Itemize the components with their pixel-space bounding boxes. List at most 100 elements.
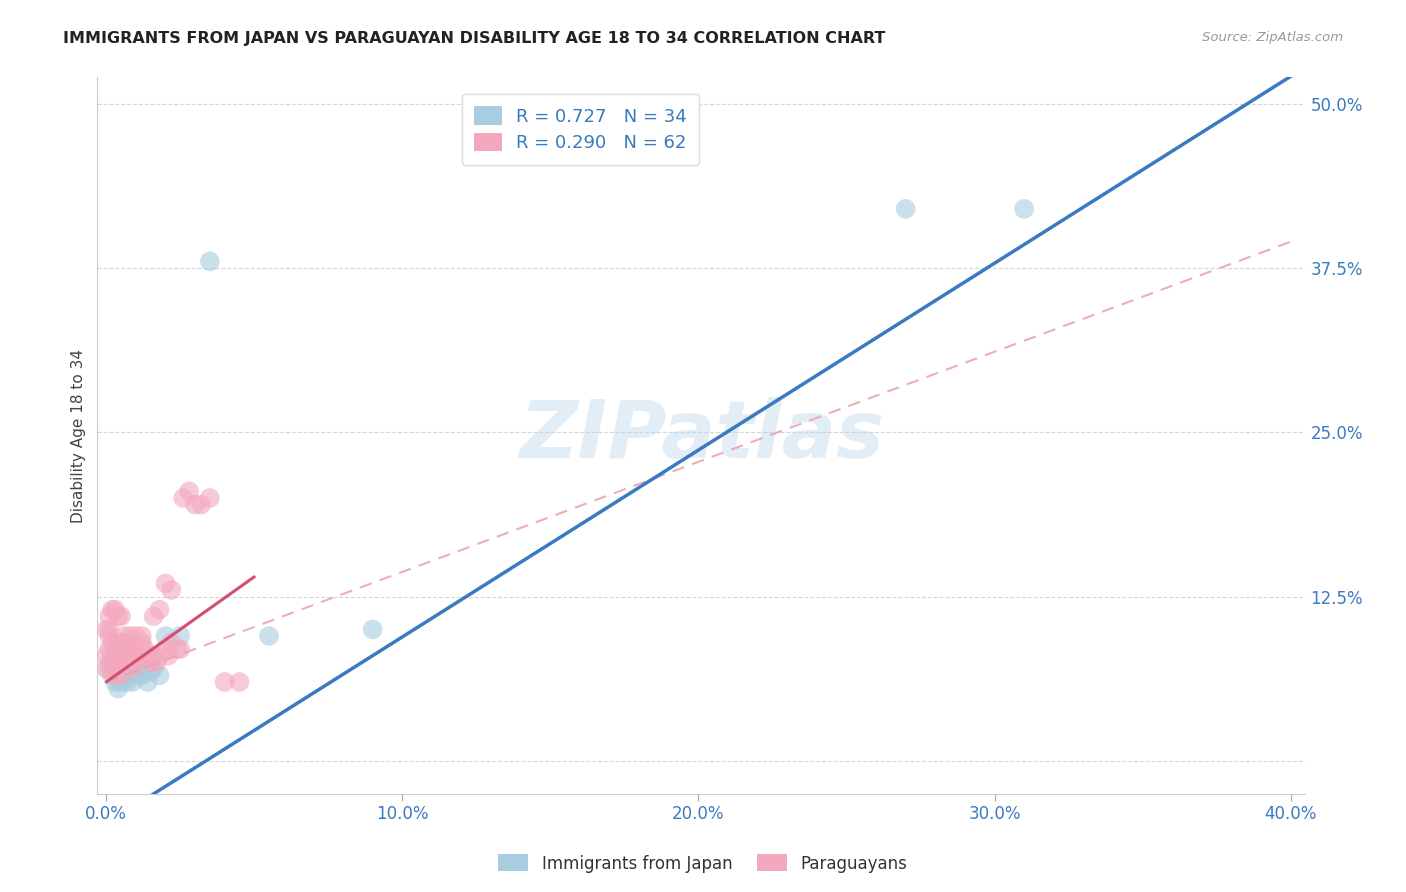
Point bbox=[107, 635, 129, 649]
Text: IMMIGRANTS FROM JAPAN VS PARAGUAYAN DISABILITY AGE 18 TO 34 CORRELATION CHART: IMMIGRANTS FROM JAPAN VS PARAGUAYAN DISA… bbox=[63, 31, 886, 46]
Point bbox=[148, 668, 170, 682]
Point bbox=[110, 668, 132, 682]
Legend: Immigrants from Japan, Paraguayans: Immigrants from Japan, Paraguayans bbox=[492, 847, 914, 880]
Point bbox=[148, 603, 170, 617]
Point bbox=[112, 648, 135, 663]
Point bbox=[107, 662, 129, 676]
Point bbox=[101, 662, 124, 676]
Point bbox=[169, 642, 191, 657]
Point bbox=[134, 642, 156, 657]
Point bbox=[98, 642, 121, 657]
Point bbox=[155, 642, 177, 657]
Point bbox=[125, 629, 148, 643]
Point bbox=[96, 648, 118, 663]
Point bbox=[131, 635, 153, 649]
Point bbox=[198, 254, 221, 268]
Point bbox=[112, 648, 135, 663]
Point bbox=[257, 629, 280, 643]
Point bbox=[214, 675, 236, 690]
Point bbox=[104, 655, 127, 669]
Point bbox=[112, 668, 135, 682]
Point bbox=[139, 665, 162, 679]
Point bbox=[166, 642, 188, 657]
Text: ZIPatlas: ZIPatlas bbox=[519, 397, 884, 475]
Point bbox=[198, 491, 221, 505]
Point bbox=[1012, 202, 1035, 216]
Point bbox=[118, 648, 141, 663]
Text: Source: ZipAtlas.com: Source: ZipAtlas.com bbox=[1202, 31, 1343, 45]
Point bbox=[228, 675, 250, 690]
Point bbox=[184, 498, 207, 512]
Point bbox=[118, 648, 141, 663]
Point bbox=[172, 491, 194, 505]
Point bbox=[98, 655, 121, 669]
Point bbox=[160, 635, 183, 649]
Point bbox=[107, 648, 129, 663]
Point bbox=[190, 498, 212, 512]
Point bbox=[110, 642, 132, 657]
Point bbox=[128, 668, 150, 682]
Point bbox=[98, 629, 121, 643]
Point bbox=[136, 675, 159, 690]
Point bbox=[104, 668, 127, 682]
Point bbox=[115, 675, 138, 690]
Point bbox=[110, 675, 132, 690]
Point bbox=[125, 642, 148, 657]
Point bbox=[122, 662, 145, 676]
Point bbox=[128, 648, 150, 663]
Point bbox=[96, 623, 118, 637]
Point bbox=[122, 662, 145, 676]
Point bbox=[179, 484, 201, 499]
Point bbox=[110, 662, 132, 676]
Point bbox=[115, 655, 138, 669]
Point bbox=[155, 576, 177, 591]
Point bbox=[118, 635, 141, 649]
Point bbox=[128, 655, 150, 669]
Legend: R = 0.727   N = 34, R = 0.290   N = 62: R = 0.727 N = 34, R = 0.290 N = 62 bbox=[461, 94, 699, 165]
Point bbox=[101, 648, 124, 663]
Point bbox=[118, 629, 141, 643]
Point bbox=[115, 642, 138, 657]
Point bbox=[122, 675, 145, 690]
Point bbox=[157, 648, 180, 663]
Point bbox=[160, 582, 183, 597]
Point bbox=[98, 623, 121, 637]
Point bbox=[894, 202, 917, 216]
Point bbox=[131, 629, 153, 643]
Point bbox=[104, 603, 127, 617]
Point bbox=[139, 655, 162, 669]
Point bbox=[155, 629, 177, 643]
Point bbox=[101, 635, 124, 649]
Point bbox=[107, 681, 129, 696]
Point bbox=[131, 668, 153, 682]
Point bbox=[115, 655, 138, 669]
Point bbox=[142, 662, 165, 676]
Point bbox=[148, 648, 170, 663]
Point bbox=[125, 655, 148, 669]
Point bbox=[361, 623, 384, 637]
Point bbox=[145, 655, 167, 669]
Point bbox=[125, 648, 148, 663]
Point bbox=[110, 609, 132, 624]
Point bbox=[98, 609, 121, 624]
Point bbox=[125, 662, 148, 676]
Point bbox=[104, 648, 127, 663]
Point bbox=[136, 648, 159, 663]
Point bbox=[101, 668, 124, 682]
Point bbox=[104, 642, 127, 657]
Y-axis label: Disability Age 18 to 34: Disability Age 18 to 34 bbox=[72, 349, 86, 523]
Point bbox=[107, 655, 129, 669]
Point bbox=[98, 662, 121, 676]
Point bbox=[101, 655, 124, 669]
Point bbox=[107, 609, 129, 624]
Point bbox=[101, 603, 124, 617]
Point bbox=[118, 668, 141, 682]
Point bbox=[112, 635, 135, 649]
Point bbox=[110, 655, 132, 669]
Point bbox=[104, 675, 127, 690]
Point bbox=[169, 629, 191, 643]
Point bbox=[96, 662, 118, 676]
Point bbox=[112, 629, 135, 643]
Point bbox=[134, 662, 156, 676]
Point bbox=[122, 648, 145, 663]
